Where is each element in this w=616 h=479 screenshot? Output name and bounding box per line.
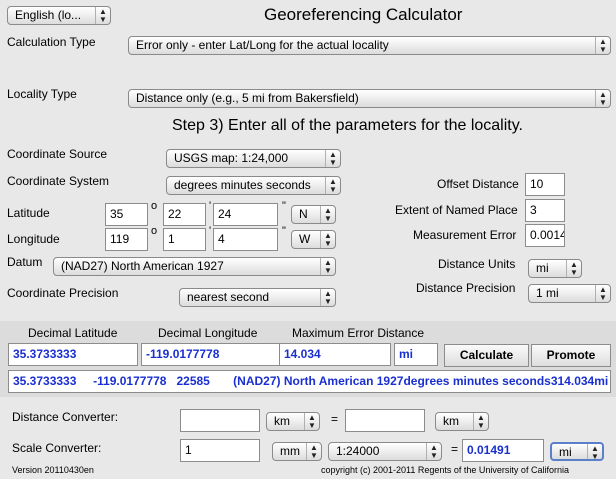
select-arrows-icon: ▲ ▼	[595, 37, 610, 54]
datum-value: (NAD27) North American 1927	[61, 259, 224, 273]
version-text: Version 20110430en	[12, 465, 94, 475]
max-error-header: Maximum Error Distance	[292, 326, 425, 340]
distance-converter-from-input[interactable]	[180, 409, 260, 432]
second-symbol: "	[282, 225, 286, 237]
select-arrows-icon: ▲ ▼	[566, 260, 581, 277]
coord-source-label: Coordinate Source	[7, 147, 108, 161]
coord-source-value: USGS map: 1:24,000	[174, 151, 289, 165]
coord-system-select[interactable]: degrees minutes seconds ▲ ▼	[166, 176, 341, 195]
minute-symbol: '	[209, 225, 212, 237]
coord-source-select[interactable]: USGS map: 1:24,000 ▲ ▼	[166, 149, 341, 168]
lon-min-input[interactable]: 1	[163, 228, 206, 251]
max-error-field[interactable]: 14.034	[279, 343, 391, 366]
select-arrows-icon: ▲ ▼	[320, 231, 335, 248]
lat-deg-input[interactable]: 35	[105, 203, 148, 226]
language-value: English (lo...	[15, 8, 82, 22]
measurement-error-input[interactable]: 0.0014	[525, 224, 565, 247]
measurement-error-label: Measurement Error	[413, 228, 517, 242]
lon-deg-input[interactable]: 119	[105, 228, 148, 251]
coord-precision-select[interactable]: nearest second ▲ ▼	[179, 288, 336, 307]
latitude-label: Latitude	[7, 206, 50, 220]
select-arrows-icon: ▲ ▼	[473, 413, 488, 430]
select-arrows-icon: ▲ ▼	[587, 444, 602, 459]
datum-label: Datum	[7, 255, 43, 269]
scale-converter-label: Scale Converter:	[12, 441, 102, 455]
locality-type-select[interactable]: Distance only (e.g., 5 mi from Bakersfie…	[128, 89, 611, 108]
result-unit-value: mi	[559, 445, 572, 459]
equals-sign: =	[451, 442, 459, 456]
distance-converter-from-unit[interactable]: km ▲ ▼	[266, 412, 320, 431]
promote-button[interactable]: Promote	[531, 344, 611, 367]
scale-value: 1:24000	[336, 444, 380, 458]
calc-type-select[interactable]: Error only - enter Lat/Long for the actu…	[128, 36, 611, 55]
scale-unit-value: mm	[280, 444, 300, 458]
select-arrows-icon: ▲ ▼	[325, 177, 340, 194]
datum-select[interactable]: (NAD27) North American 1927 ▲ ▼	[53, 257, 336, 276]
lat-min-input[interactable]: 22	[163, 203, 206, 226]
distance-precision-value: 1 mi	[536, 286, 559, 300]
offset-distance-label: Offset Distance	[437, 177, 519, 191]
calc-type-value: Error only - enter Lat/Long for the actu…	[136, 38, 389, 52]
distance-converter-label: Distance Converter:	[12, 410, 119, 424]
coord-precision-label: Coordinate Precision	[7, 286, 119, 300]
coord-precision-value: nearest second	[187, 290, 270, 304]
select-arrows-icon: ▲ ▼	[320, 206, 335, 223]
lat-sec-input[interactable]: 24	[213, 203, 278, 226]
calc-type-label: Calculation Type	[7, 35, 96, 49]
distance-precision-select[interactable]: 1 mi ▲ ▼	[528, 284, 611, 303]
distance-units-select[interactable]: mi ▲ ▼	[528, 259, 582, 278]
coord-system-value: degrees minutes seconds	[174, 178, 311, 192]
select-arrows-icon: ▲ ▼	[320, 289, 335, 306]
degree-symbol: o	[151, 225, 158, 237]
locality-type-label: Locality Type	[7, 87, 77, 101]
decimal-longitude-header: Decimal Longitude	[158, 326, 258, 340]
select-arrows-icon: ▲ ▼	[95, 7, 110, 24]
scale-converter-input[interactable]: 1	[180, 439, 260, 462]
decimal-longitude-field[interactable]: -119.0177778	[141, 343, 281, 366]
degree-symbol: o	[151, 200, 158, 212]
longitude-label: Longitude	[7, 232, 60, 246]
equals-sign: =	[331, 412, 339, 426]
app-title: Georeferencing Calculator	[264, 5, 463, 24]
select-arrows-icon: ▲ ▼	[426, 443, 441, 460]
second-symbol: "	[282, 200, 286, 212]
minute-symbol: '	[209, 200, 212, 212]
distance-converter-to-unit[interactable]: km ▲ ▼	[435, 412, 489, 431]
select-arrows-icon: ▲ ▼	[320, 258, 335, 275]
select-arrows-icon: ▲ ▼	[595, 285, 610, 302]
extent-input[interactable]: 3	[525, 199, 565, 222]
extent-label: Extent of Named Place	[395, 203, 518, 217]
decimal-latitude-field[interactable]: 35.3733333	[8, 343, 138, 366]
lon-dir-value: W	[299, 232, 311, 246]
distance-units-value: mi	[536, 261, 549, 275]
results-summary-field[interactable]: 35.3733333 -119.0177778 22585 (NAD27) No…	[8, 370, 611, 393]
lat-dir-select[interactable]: N ▲ ▼	[291, 205, 336, 224]
to-unit-value: km	[443, 414, 459, 428]
select-arrows-icon: ▲ ▼	[325, 150, 340, 167]
scale-converter-result[interactable]: 0.01491	[462, 439, 544, 462]
scale-converter-unit[interactable]: mm ▲ ▼	[272, 442, 322, 461]
lon-sec-input[interactable]: 4	[213, 228, 278, 251]
calculate-button[interactable]: Calculate	[444, 344, 529, 367]
scale-converter-result-unit[interactable]: mi ▲ ▼	[550, 442, 604, 461]
language-select[interactable]: English (lo... ▲ ▼	[7, 6, 111, 25]
distance-converter-to-input[interactable]	[345, 409, 425, 432]
decimal-latitude-header: Decimal Latitude	[28, 326, 118, 340]
lon-dir-select[interactable]: W ▲ ▼	[291, 230, 336, 249]
locality-type-value: Distance only (e.g., 5 mi from Bakersfie…	[136, 91, 359, 105]
error-unit-field[interactable]: mi	[394, 343, 438, 366]
from-unit-value: km	[274, 414, 290, 428]
copyright-text: copyright (c) 2001-2011 Regents of the U…	[321, 465, 569, 475]
distance-precision-label: Distance Precision	[416, 281, 516, 295]
select-arrows-icon: ▲ ▼	[304, 413, 319, 430]
scale-converter-scale[interactable]: 1:24000 ▲ ▼	[328, 442, 442, 461]
coord-system-label: Coordinate System	[7, 174, 110, 188]
offset-distance-input[interactable]: 10	[525, 173, 565, 196]
select-arrows-icon: ▲ ▼	[306, 443, 321, 460]
distance-units-label: Distance Units	[438, 257, 516, 271]
step-heading: Step 3) Enter all of the parameters for …	[172, 117, 523, 134]
lat-dir-value: N	[299, 207, 308, 221]
select-arrows-icon: ▲ ▼	[595, 90, 610, 107]
